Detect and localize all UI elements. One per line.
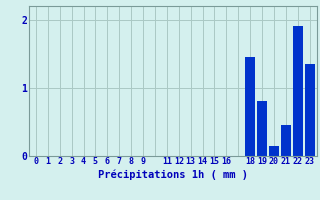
Bar xyxy=(281,125,291,156)
Bar xyxy=(305,64,315,156)
Bar xyxy=(269,146,279,156)
Bar xyxy=(257,101,267,156)
X-axis label: Précipitations 1h ( mm ): Précipitations 1h ( mm ) xyxy=(98,169,248,180)
Bar xyxy=(245,57,255,156)
Bar xyxy=(293,26,303,156)
